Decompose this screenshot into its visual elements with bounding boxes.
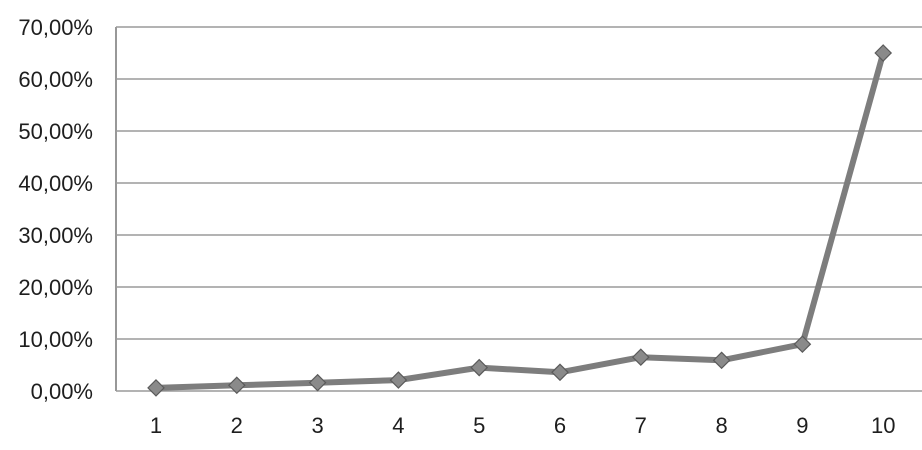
x-tick-label: 6 bbox=[554, 413, 566, 438]
series-line bbox=[153, 50, 887, 391]
x-tick-label: 5 bbox=[473, 413, 485, 438]
x-tick-label: 7 bbox=[635, 413, 647, 438]
y-axis-tick-labels: 0,00% 10,00% 20,00% 30,00% 40,00% 50,00% 60,00… bbox=[18, 15, 93, 404]
data-point-marker bbox=[793, 335, 812, 354]
y-tick-label: 0,00% bbox=[31, 379, 93, 404]
data-point-marker bbox=[147, 379, 165, 397]
gridlines bbox=[115, 26, 922, 392]
data-point-marker bbox=[631, 348, 650, 367]
y-tick-label: 70,00% bbox=[18, 15, 93, 40]
data-point-marker bbox=[227, 376, 246, 395]
data-point-marker bbox=[874, 44, 893, 62]
x-tick-label: 8 bbox=[715, 413, 727, 438]
x-tick-label: 4 bbox=[392, 413, 404, 438]
y-tick-label: 30,00% bbox=[18, 223, 93, 248]
data-point-marker bbox=[551, 363, 569, 382]
data-point-marker bbox=[308, 373, 327, 392]
data-point-marker bbox=[712, 351, 731, 370]
x-tick-label: 3 bbox=[311, 413, 323, 438]
x-tick-label: 9 bbox=[796, 413, 808, 438]
data-series bbox=[153, 50, 887, 391]
data-point-marker bbox=[470, 358, 489, 377]
x-axis-tick-labels: 1 2 3 4 5 6 7 8 9 10 bbox=[150, 413, 896, 438]
x-tick-label: 1 bbox=[150, 413, 162, 438]
y-tick-label: 20,00% bbox=[18, 275, 93, 300]
y-tick-label: 10,00% bbox=[18, 327, 93, 352]
x-tick-label: 2 bbox=[231, 413, 243, 438]
data-point-marker bbox=[389, 371, 408, 389]
y-tick-label: 50,00% bbox=[18, 119, 93, 144]
y-tick-label: 40,00% bbox=[18, 171, 93, 196]
data-markers bbox=[147, 44, 893, 397]
x-tick-label: 10 bbox=[871, 413, 895, 438]
y-tick-label: 60,00% bbox=[18, 67, 93, 92]
